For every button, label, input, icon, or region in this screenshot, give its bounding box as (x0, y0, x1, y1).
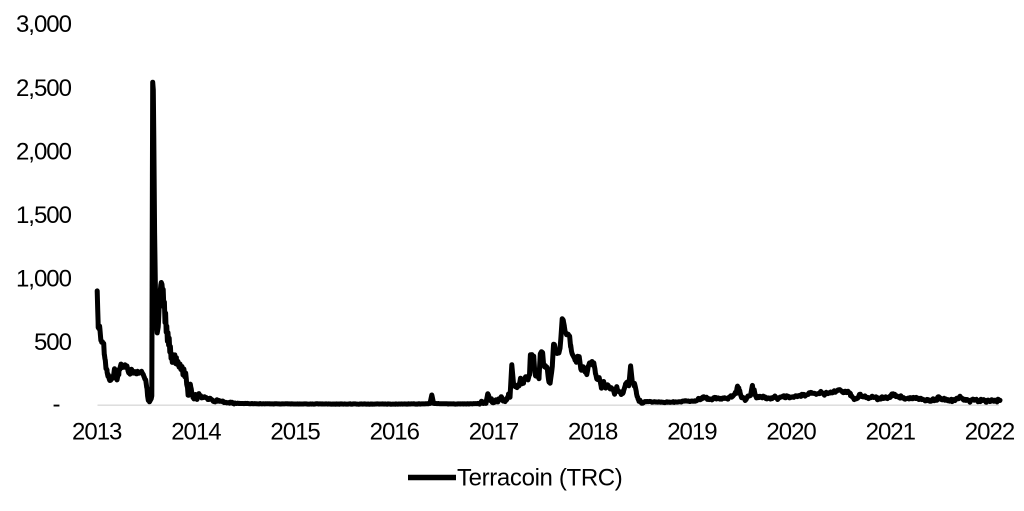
svg-text:-: - (53, 391, 60, 418)
svg-text:2020: 2020 (766, 419, 816, 446)
svg-text:Terracoin (TRC): Terracoin (TRC) (457, 465, 622, 492)
svg-text:2014: 2014 (171, 419, 221, 446)
svg-text:2015: 2015 (270, 419, 320, 446)
svg-text:1,000: 1,000 (16, 265, 72, 292)
svg-text:2,000: 2,000 (16, 138, 72, 165)
svg-text:2022: 2022 (965, 419, 1015, 446)
svg-text:1,500: 1,500 (16, 202, 72, 229)
svg-text:2018: 2018 (568, 419, 618, 446)
svg-text:2013: 2013 (72, 419, 122, 446)
svg-text:2021: 2021 (866, 419, 916, 446)
svg-text:3,000: 3,000 (16, 11, 72, 38)
svg-text:2017: 2017 (469, 419, 519, 446)
svg-text:2016: 2016 (370, 419, 420, 446)
svg-text:2,500: 2,500 (16, 75, 72, 102)
svg-text:2019: 2019 (667, 419, 717, 446)
svg-text:500: 500 (34, 329, 72, 356)
